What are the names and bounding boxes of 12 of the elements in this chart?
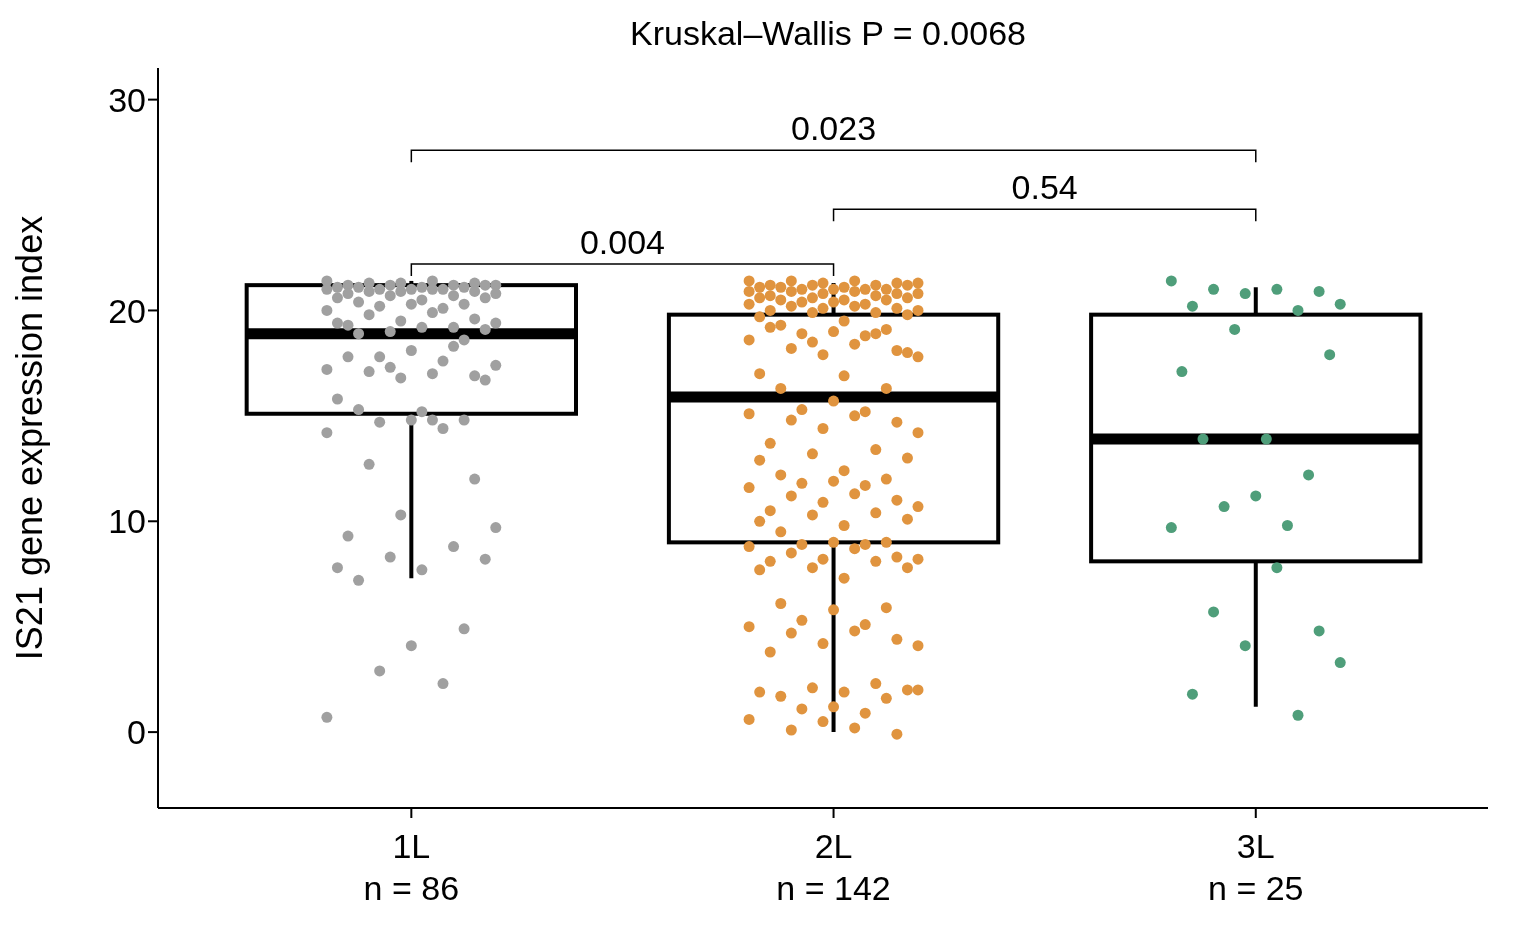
annotation: 0.023 bbox=[791, 109, 877, 148]
chart-title: Kruskal–Wallis P = 0.0068 bbox=[629, 13, 1027, 54]
y-tick-label: 10 bbox=[108, 502, 146, 541]
annotation: 0.54 bbox=[1011, 168, 1078, 207]
x-tick-label: 2L n = 142 bbox=[776, 827, 891, 907]
x-tick-label: 3L n = 25 bbox=[1208, 827, 1304, 907]
y-axis-title: IS21 gene expression index bbox=[9, 215, 50, 661]
y-tick-label: 20 bbox=[108, 291, 146, 330]
annotation: 0.004 bbox=[579, 223, 665, 262]
x-tick-label: 1L n = 86 bbox=[363, 827, 460, 907]
y-tick-label: 30 bbox=[108, 80, 146, 119]
y-tick-label: 0 bbox=[127, 713, 146, 752]
